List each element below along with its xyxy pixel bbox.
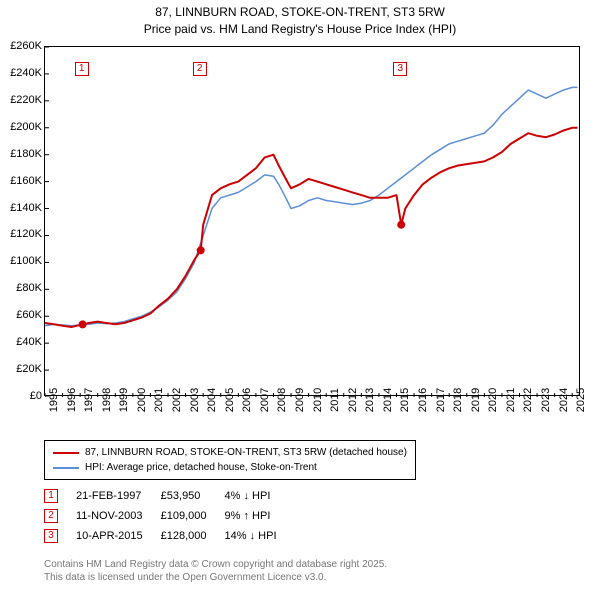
- x-tick-label: 2018: [452, 388, 464, 412]
- x-tick-label: 2013: [364, 388, 376, 412]
- marker-point-icon: [197, 246, 205, 254]
- y-tick-label: £240K: [2, 67, 42, 79]
- x-tick-label: 2025: [575, 388, 587, 412]
- legend: 87, LINNBURN ROAD, STOKE-ON-TRENT, ST3 5…: [44, 440, 416, 480]
- x-tick-label: 2009: [294, 388, 306, 412]
- x-tick-label: 2004: [206, 388, 218, 412]
- x-tick-label: 2022: [522, 388, 534, 412]
- x-tick-label: 2016: [417, 388, 429, 412]
- event-date: 10-APR-2015: [76, 526, 161, 546]
- x-tick-label: 2021: [505, 388, 517, 412]
- y-tick-label: £260K: [2, 40, 42, 52]
- legend-item: 87, LINNBURN ROAD, STOKE-ON-TRENT, ST3 5…: [53, 445, 407, 460]
- marker-label-box: 2: [193, 62, 207, 76]
- x-tick-label: 2020: [487, 388, 499, 412]
- y-tick-label: £20K: [2, 363, 42, 375]
- x-tick-label: 2015: [399, 388, 411, 412]
- event-row: 1 21-FEB-1997£53,9504% ↓ HPI: [44, 486, 295, 506]
- legend-label: HPI: Average price, detached house, Stok…: [85, 460, 317, 475]
- x-tick-label: 2024: [558, 388, 570, 412]
- credits-line-1: Contains HM Land Registry data © Crown c…: [44, 558, 387, 571]
- y-tick-label: £40K: [2, 336, 42, 348]
- x-tick-label: 2002: [171, 388, 183, 412]
- y-tick-label: £60K: [2, 309, 42, 321]
- marker-label-box: 3: [393, 62, 407, 76]
- marker-point-icon: [397, 221, 405, 229]
- x-tick-label: 2019: [470, 388, 482, 412]
- x-tick-label: 2000: [136, 388, 148, 412]
- marker-label-box: 1: [75, 62, 89, 76]
- x-tick-label: 2014: [382, 388, 394, 412]
- event-marker-icon: 3: [44, 529, 58, 543]
- events-table: 1 21-FEB-1997£53,9504% ↓ HPI 2 11-NOV-2003£…: [44, 486, 295, 546]
- chart-svg: [45, 47, 581, 397]
- x-tick-label: 2023: [540, 388, 552, 412]
- x-tick-label: 2010: [312, 388, 324, 412]
- x-tick-label: 2003: [189, 388, 201, 412]
- x-tick-label: 1997: [83, 388, 95, 412]
- event-delta: 4% ↓ HPI: [225, 486, 295, 506]
- x-tick-label: 1998: [101, 388, 113, 412]
- chart-plot-area: [44, 46, 580, 396]
- y-tick-label: £180K: [2, 148, 42, 160]
- x-tick-label: 1995: [48, 388, 60, 412]
- x-tick-label: 1999: [118, 388, 130, 412]
- title-block: 87, LINNBURN ROAD, STOKE-ON-TRENT, ST3 5…: [0, 0, 600, 38]
- marker-point-icon: [79, 320, 87, 328]
- event-marker-icon: 2: [44, 509, 58, 523]
- y-tick-label: £120K: [2, 228, 42, 240]
- event-price: £53,950: [161, 486, 225, 506]
- y-tick-label: £100K: [2, 255, 42, 267]
- title-line-1: 87, LINNBURN ROAD, STOKE-ON-TRENT, ST3 5…: [0, 4, 600, 21]
- event-delta: 9% ↑ HPI: [225, 506, 295, 526]
- y-tick-label: £0: [2, 390, 42, 402]
- legend-item: HPI: Average price, detached house, Stok…: [53, 460, 407, 475]
- series-line: [45, 87, 578, 325]
- event-date: 21-FEB-1997: [76, 486, 161, 506]
- x-tick-label: 2011: [329, 388, 341, 412]
- x-tick-label: 2001: [153, 388, 165, 412]
- title-line-2: Price paid vs. HM Land Registry's House …: [0, 21, 600, 38]
- event-delta: 14% ↓ HPI: [225, 526, 295, 546]
- credits: Contains HM Land Registry data © Crown c…: [44, 558, 387, 584]
- x-tick-label: 2006: [241, 388, 253, 412]
- event-price: £109,000: [161, 506, 225, 526]
- legend-swatch-icon: [53, 467, 79, 469]
- credits-line-2: This data is licensed under the Open Gov…: [44, 571, 387, 584]
- legend-label: 87, LINNBURN ROAD, STOKE-ON-TRENT, ST3 5…: [85, 445, 407, 460]
- y-tick-label: £220K: [2, 94, 42, 106]
- x-tick-label: 2007: [259, 388, 271, 412]
- x-tick-label: 2017: [435, 388, 447, 412]
- x-tick-label: 2008: [276, 388, 288, 412]
- event-marker-icon: 1: [44, 489, 58, 503]
- x-tick-label: 2012: [347, 388, 359, 412]
- series-line: [45, 128, 578, 327]
- y-tick-label: £200K: [2, 121, 42, 133]
- chart-container: 87, LINNBURN ROAD, STOKE-ON-TRENT, ST3 5…: [0, 0, 600, 590]
- event-price: £128,000: [161, 526, 225, 546]
- event-row: 2 11-NOV-2003£109,0009% ↑ HPI: [44, 506, 295, 526]
- event-date: 11-NOV-2003: [76, 506, 161, 526]
- x-tick-label: 2005: [224, 388, 236, 412]
- y-tick-label: £140K: [2, 202, 42, 214]
- y-tick-label: £160K: [2, 175, 42, 187]
- y-tick-label: £80K: [2, 282, 42, 294]
- legend-swatch-icon: [53, 452, 79, 454]
- event-row: 3 10-APR-2015£128,00014% ↓ HPI: [44, 526, 295, 546]
- x-tick-label: 1996: [66, 388, 78, 412]
